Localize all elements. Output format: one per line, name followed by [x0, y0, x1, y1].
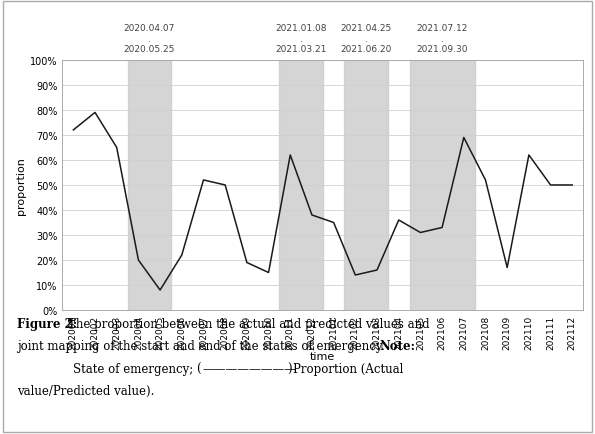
Text: ————————: ————————: [202, 362, 296, 375]
Text: joint mapping of the start and end of the states of emergency.: joint mapping of the start and end of th…: [17, 339, 384, 352]
Text: 2021.01.08: 2021.01.08: [275, 24, 327, 33]
Bar: [127, 61, 171, 310]
Text: 2021.04.25: 2021.04.25: [340, 24, 392, 33]
Text: 2020.04.07: 2020.04.07: [124, 24, 175, 33]
Text: State of emergency;: State of emergency;: [73, 362, 193, 375]
Bar: [409, 61, 475, 310]
Y-axis label: proportion: proportion: [16, 157, 26, 214]
Bar: [280, 61, 323, 310]
Text: 2020.05.25: 2020.05.25: [124, 45, 175, 54]
Text: .: .: [441, 35, 443, 44]
Text: .: .: [148, 35, 151, 44]
Text: The proportion between the actual and predicted values and: The proportion between the actual and pr…: [68, 318, 430, 331]
Text: Figure 2:: Figure 2:: [17, 318, 77, 331]
Text: Proportion (Actual: Proportion (Actual: [293, 362, 403, 375]
Text: 2021.09.30: 2021.09.30: [416, 45, 468, 54]
Text: Note:: Note:: [380, 339, 416, 352]
Text: 2021.03.21: 2021.03.21: [275, 45, 327, 54]
Text: 2021.06.20: 2021.06.20: [340, 45, 392, 54]
Text: (: (: [196, 362, 201, 375]
Text: ): ): [287, 362, 292, 375]
Text: 2021.07.12: 2021.07.12: [416, 24, 468, 33]
Bar: [345, 61, 388, 310]
Text: value/Predicted value).: value/Predicted value).: [17, 384, 154, 397]
Text: .: .: [300, 35, 302, 44]
Text: .: .: [365, 35, 368, 44]
X-axis label: time: time: [310, 351, 336, 361]
